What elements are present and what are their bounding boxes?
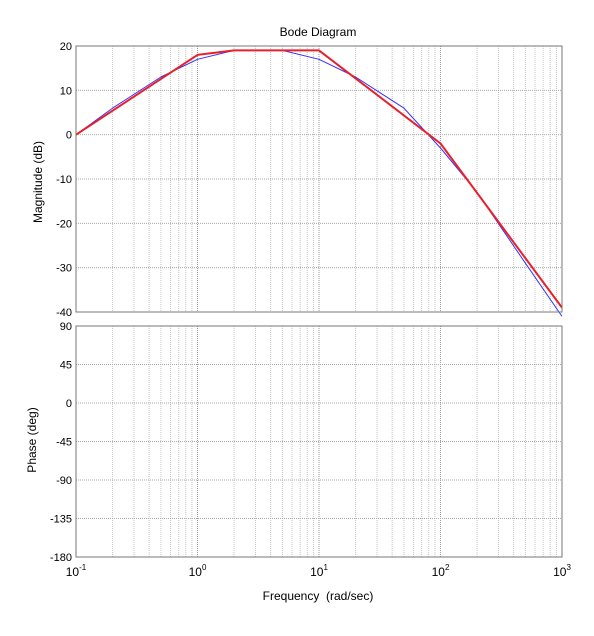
magnitude-plot-frame bbox=[75, 45, 563, 313]
frequency-tick-label: 101 bbox=[310, 563, 328, 579]
grid-layer bbox=[75, 45, 562, 558]
tick-base: 10 bbox=[553, 565, 567, 579]
phase-plot-frame bbox=[75, 325, 563, 558]
magnitude-tick-label: -20 bbox=[56, 218, 72, 230]
magnitude-tick-label: -40 bbox=[56, 307, 72, 319]
frequency-tick-label: 10-1 bbox=[66, 563, 87, 579]
phase-tick-label: 45 bbox=[60, 360, 72, 372]
magnitude-tick-label: -30 bbox=[56, 263, 72, 275]
frame-layer bbox=[75, 45, 563, 558]
tick-base: 10 bbox=[310, 565, 324, 579]
phase-tick-label: 0 bbox=[66, 398, 72, 410]
tick-base: 10 bbox=[432, 565, 446, 579]
phase-tick-label: -180 bbox=[50, 552, 72, 564]
phase-tick-label: -45 bbox=[56, 437, 72, 449]
frequency-tick-label: 100 bbox=[189, 563, 207, 579]
labels-layer: Bode Diagram Magnitude (dB) Phase (deg) … bbox=[25, 25, 571, 603]
frequency-tick-label: 103 bbox=[553, 563, 571, 579]
tick-base: 10 bbox=[189, 565, 203, 579]
phase-axis-label: Phase (deg) bbox=[25, 407, 39, 472]
magnitude-tick-label: 20 bbox=[60, 41, 72, 53]
phase-tick-label: -135 bbox=[50, 514, 72, 526]
frequency-tick-label: 102 bbox=[432, 563, 450, 579]
phase-tick-label: 90 bbox=[60, 321, 72, 333]
magnitude-asymptote-curve bbox=[75, 49, 563, 309]
chart-title: Bode Diagram bbox=[280, 25, 357, 39]
tick-base: 10 bbox=[66, 565, 80, 579]
magnitude-tick-label: -10 bbox=[56, 174, 72, 186]
tick-exponent: 0 bbox=[202, 563, 207, 572]
tick-exponent: 1 bbox=[323, 563, 328, 572]
phase-tick-label: -90 bbox=[56, 475, 72, 487]
magnitude-tick-label: 10 bbox=[60, 85, 72, 97]
tick-exponent: 3 bbox=[566, 563, 571, 572]
frequency-axis-label: Frequency (rad/sec) bbox=[263, 589, 374, 603]
tick-exponent: -1 bbox=[79, 563, 87, 572]
magnitude-tick-label: 0 bbox=[66, 130, 72, 142]
magnitude-axis-label: Magnitude (dB) bbox=[31, 141, 45, 223]
tick-exponent: 2 bbox=[445, 563, 450, 572]
